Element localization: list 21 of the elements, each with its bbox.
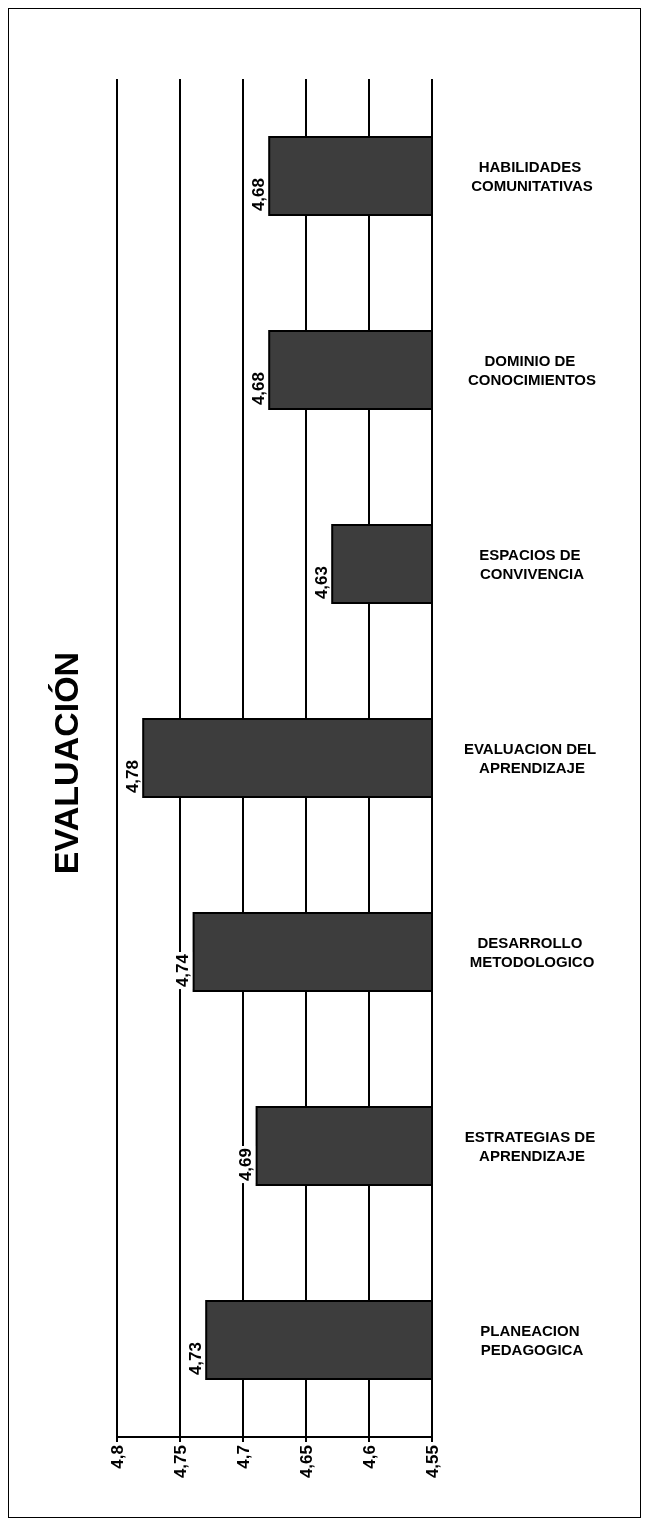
y-tick-label: ESPACIOS DE CONVIVENCIA [479, 546, 585, 582]
y-tick-label: EVALUACION DEL APRENDIZAJE [463, 740, 601, 776]
y-tick-label: ESTRATEGIAS DE APRENDIZAJE [464, 1128, 600, 1164]
data-label: 4,68 [248, 178, 268, 212]
data-label: 4,68 [248, 372, 268, 406]
x-tick-label: 4,75 [170, 1445, 190, 1479]
data-label: 4,63 [311, 566, 331, 600]
y-tick-label: DOMINIO DE CONOCIMIENTOS [467, 352, 597, 388]
data-label: 4,69 [236, 1148, 256, 1182]
x-tick-label: 4,8 [107, 1445, 127, 1469]
y-tick-label: DESARROLLO METODOLOGICO [469, 934, 595, 970]
x-tick-label: 4,65 [296, 1445, 316, 1479]
x-tick-label: 4,7 [233, 1445, 253, 1469]
data-label: 4,74 [173, 953, 193, 988]
data-label: 4,78 [122, 760, 142, 794]
x-tick-label: 4,55 [422, 1445, 442, 1479]
y-tick-label: HABILIDADES COMUNITATIVAS [471, 158, 593, 194]
data-label: 4,73 [185, 1342, 205, 1376]
x-tick-label: 4,6 [359, 1445, 379, 1469]
text: EVALUACIÓN [47, 651, 85, 875]
y-tick-label: PLANEACION PEDAGOGICA [480, 1322, 584, 1358]
